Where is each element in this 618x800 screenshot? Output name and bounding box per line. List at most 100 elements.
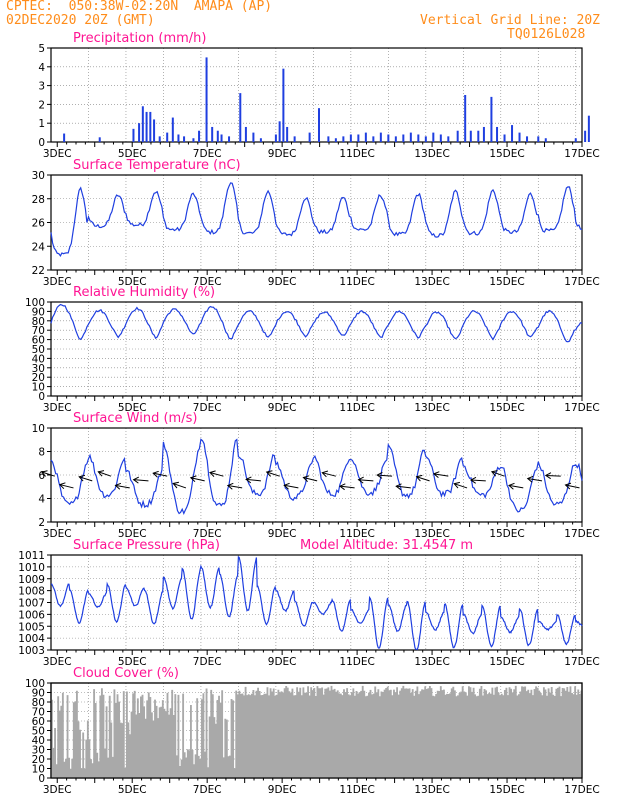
y-tick-label: 1009 bbox=[18, 574, 45, 586]
precip-bar bbox=[503, 134, 506, 142]
precip-bars bbox=[63, 57, 590, 142]
precip-bar bbox=[282, 68, 285, 142]
wind-arrow-head bbox=[209, 470, 216, 478]
wind-arrow-shaft bbox=[98, 471, 112, 477]
wind-arrow-shaft bbox=[209, 472, 224, 477]
y-tick-label: 10 bbox=[32, 423, 45, 435]
panel-title: Surface Temperature (nC) bbox=[73, 158, 241, 173]
panel-title: Precipitation (mm/h) bbox=[73, 31, 206, 46]
model-id-label: TQ0126L028 bbox=[507, 27, 586, 42]
x-tick-label: 5DEC bbox=[118, 656, 147, 668]
x-tick-label: 3DEC bbox=[43, 528, 72, 540]
y-tick-label: 0 bbox=[38, 773, 45, 785]
precip-bar bbox=[334, 138, 337, 142]
wind-arrow-head bbox=[432, 471, 440, 478]
wind-arrow-shaft bbox=[377, 474, 393, 477]
wind-arrow-head bbox=[58, 482, 66, 490]
precip-bar bbox=[327, 136, 330, 142]
wind-arrow-head bbox=[321, 470, 329, 478]
precip-bar bbox=[274, 134, 277, 142]
x-tick-label: 5DEC bbox=[118, 402, 147, 414]
wind-arrow-shaft bbox=[284, 484, 299, 489]
wind-arrow-head bbox=[283, 482, 290, 490]
panel-frame bbox=[50, 47, 583, 143]
y-tick-label: 4 bbox=[38, 62, 45, 74]
y-tick-label: 60 bbox=[32, 335, 45, 347]
precip-bar bbox=[469, 130, 472, 142]
wind-arrow-shaft bbox=[303, 477, 318, 482]
precip-bar bbox=[387, 134, 390, 142]
wind-arrows bbox=[40, 470, 580, 491]
panel-title: Surface Wind (m/s) bbox=[73, 411, 197, 426]
y-tick-label: 100 bbox=[25, 678, 45, 690]
x-tick-label: 9DEC bbox=[268, 276, 297, 288]
location-label: CPTEC: 050:38W-02:20N AMAPA (AP) bbox=[6, 0, 273, 14]
wind-arrow-head bbox=[132, 476, 140, 484]
precip-bar bbox=[587, 115, 590, 142]
wind-arrow-shaft bbox=[470, 479, 486, 482]
precip-bar bbox=[379, 132, 382, 142]
x-tick-label: 15DEC bbox=[489, 656, 524, 668]
y-tick-label: 1007 bbox=[18, 598, 45, 610]
x-tick-label: 3DEC bbox=[43, 656, 72, 668]
wind-arrow-shaft bbox=[227, 484, 243, 489]
x-tick-label: 17DEC bbox=[564, 656, 599, 668]
precip-bar bbox=[183, 136, 186, 142]
precip-bar bbox=[349, 134, 352, 142]
x-tick-label: 7DEC bbox=[193, 402, 222, 414]
y-tick-label: 60 bbox=[32, 716, 45, 728]
wind-arrow-head bbox=[97, 470, 105, 477]
wind-arrow-head bbox=[469, 476, 477, 484]
y-tick-label: 20 bbox=[32, 372, 45, 384]
x-tick-label: 11DEC bbox=[339, 276, 374, 288]
x-tick-label: 7DEC bbox=[193, 148, 222, 160]
x-tick-label: 15DEC bbox=[489, 402, 524, 414]
x-tick-label: 9DEC bbox=[268, 148, 297, 160]
wind-arrow-head bbox=[114, 482, 122, 490]
wind-arrow-head bbox=[172, 481, 180, 489]
x-tick-label: 17DEC bbox=[564, 402, 599, 414]
y-tick-label: 1011 bbox=[18, 550, 45, 562]
y-tick-label: 5 bbox=[38, 43, 45, 55]
precip-bar bbox=[482, 126, 485, 142]
precip-bar bbox=[364, 132, 367, 142]
panel-title: Surface Pressure (hPa) bbox=[73, 538, 220, 553]
wind-arrow-head bbox=[357, 476, 364, 484]
precip-bar bbox=[192, 138, 195, 142]
precip-bar bbox=[228, 136, 231, 142]
wind-arrow-shaft bbox=[173, 483, 187, 489]
y-tick-label: 24 bbox=[32, 241, 46, 253]
pressure-line bbox=[50, 555, 583, 651]
y-tick-label: 22 bbox=[32, 265, 45, 277]
x-tick-label: 13DEC bbox=[414, 528, 449, 540]
precip-bar bbox=[211, 126, 214, 142]
panel-frame bbox=[50, 682, 583, 779]
x-tick-label: 13DEC bbox=[414, 784, 449, 796]
precip-bar bbox=[409, 132, 412, 142]
precip-bar bbox=[496, 126, 499, 142]
wind-arrow-shaft bbox=[41, 471, 55, 477]
wind-arrow-head bbox=[189, 475, 197, 483]
panel-1: 0 1 2 3 4 5 3DEC 5DEC 7DEC 9DEC 11DEC 13DEC 15DEC 17D… bbox=[38, 31, 599, 160]
panel-frame bbox=[50, 301, 583, 397]
wind-arrow-head bbox=[152, 470, 159, 478]
y-tick-label: 90 bbox=[32, 688, 45, 700]
precip-bar bbox=[205, 57, 208, 142]
x-tick-label: 13DEC bbox=[414, 148, 449, 160]
precip-bar bbox=[177, 134, 180, 142]
x-tick-label: 9DEC bbox=[268, 402, 297, 414]
wind-arrow-shaft bbox=[454, 483, 468, 489]
wind-arrow-shaft bbox=[153, 472, 168, 477]
precip-bar bbox=[574, 138, 577, 142]
wind-arrow-head bbox=[265, 470, 273, 477]
wind-arrow-head bbox=[245, 476, 252, 484]
y-tick-label: 3 bbox=[38, 81, 45, 93]
y-tick-label: 40 bbox=[32, 353, 45, 365]
precip-bar bbox=[153, 119, 156, 142]
y-tick-label: 26 bbox=[32, 218, 46, 230]
x-tick-label: 17DEC bbox=[564, 528, 599, 540]
y-tick-label: 80 bbox=[32, 697, 45, 709]
wind-speed-line bbox=[50, 438, 583, 515]
precip-bar bbox=[63, 133, 66, 142]
